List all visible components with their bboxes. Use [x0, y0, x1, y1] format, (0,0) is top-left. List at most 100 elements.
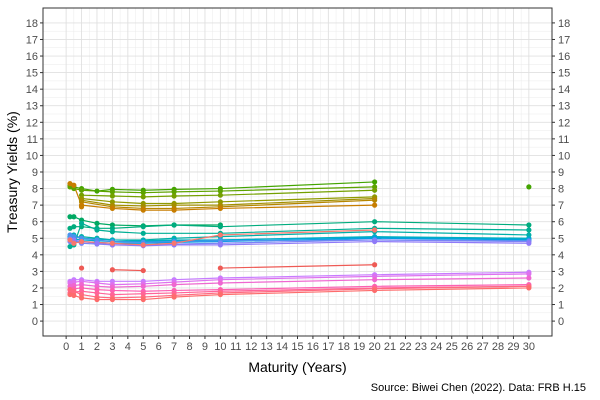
y-axis-title: Treasury Yields (%) [4, 111, 20, 233]
y-tick-label-right: 0 [558, 316, 564, 328]
data-point [71, 288, 77, 294]
x-tick-label: 14 [276, 341, 288, 353]
data-point [217, 224, 223, 230]
y-tick-label-left: 4 [32, 250, 38, 262]
y-tick-label-right: 11 [558, 134, 569, 146]
y-tick-label-right: 15 [558, 68, 570, 80]
y-tick-label-right: 2 [558, 283, 564, 295]
y-tick-label-right: 1 [558, 300, 564, 312]
y-tick-label-left: 11 [27, 134, 38, 146]
y-tick-label-right: 10 [558, 150, 570, 162]
data-point [94, 290, 100, 296]
series-line-21 [69, 271, 529, 282]
data-point [78, 295, 85, 301]
data-point [140, 242, 146, 248]
data-point [109, 205, 116, 212]
y-tick-label-right: 4 [558, 250, 564, 262]
y-tick-label-right: 13 [558, 101, 570, 113]
y-tick-label-left: 8 [32, 184, 38, 196]
series-line-15 [69, 234, 529, 243]
x-tick-label: 4 [125, 341, 131, 353]
data-point [526, 227, 532, 233]
y-tick-label-left: 0 [32, 316, 38, 328]
y-tick-label-left: 3 [32, 266, 38, 278]
x-axis-title: Maturity (Years) [248, 359, 346, 375]
data-point [217, 192, 223, 198]
data-point [140, 267, 146, 274]
x-tick-label: 30 [523, 341, 535, 353]
data-point [217, 232, 223, 238]
data-point [71, 240, 77, 246]
data-point [109, 287, 116, 294]
data-point [526, 240, 532, 246]
data-point [94, 296, 100, 303]
x-tick-label: 12 [245, 341, 257, 353]
data-point [171, 222, 177, 228]
series-line-5 [81, 197, 375, 207]
data-point [140, 194, 146, 200]
y-tick-label-right: 9 [558, 167, 564, 179]
data-point [109, 296, 116, 303]
data-point [217, 291, 223, 298]
series-line-4 [81, 196, 375, 205]
data-point [71, 224, 77, 230]
series-points [67, 179, 532, 303]
x-tick-label: 19 [353, 341, 365, 353]
x-tick-label: 28 [492, 341, 504, 353]
series-line-17 [69, 238, 529, 247]
data-point [526, 184, 532, 190]
y-tick-label-left: 6 [32, 217, 38, 229]
data-point [140, 230, 146, 236]
data-point [526, 222, 532, 228]
data-point [217, 242, 223, 248]
data-point [372, 197, 378, 203]
x-tick-label: 11 [230, 341, 241, 353]
y-tick-label-left: 13 [26, 101, 38, 113]
series-line-3 [81, 189, 375, 198]
data-point [171, 282, 177, 288]
y-tick-label-left: 5 [32, 233, 38, 245]
x-tick-label: 6 [156, 341, 162, 353]
y-tick-label-right: 5 [558, 233, 564, 245]
data-point [94, 240, 100, 246]
series-line-24 [69, 284, 529, 292]
x-tick-label: 5 [140, 341, 146, 353]
tick-labels: 0 1 2 3 4 5 6 7 8 9 10 11 12 13 14 15 16 17 18 19 20 21 22 23 24… [26, 18, 571, 353]
data-point [526, 271, 532, 277]
data-point [94, 188, 100, 194]
data-point [94, 220, 100, 226]
x-tick-label: 9 [202, 341, 208, 353]
data-point [140, 207, 146, 213]
series-line-27 [69, 287, 529, 301]
y-tick-label-right: 7 [558, 200, 564, 212]
y-tick-label-left: 15 [26, 68, 38, 80]
y-tick-label-left: 14 [26, 84, 38, 96]
series-line-6 [81, 199, 375, 210]
data-point [372, 202, 378, 208]
x-tick-label: 26 [461, 341, 473, 353]
data-point [217, 280, 223, 286]
data-point [78, 204, 85, 210]
y-tick-label-right: 16 [558, 51, 570, 63]
data-point [94, 227, 100, 233]
data-point [372, 179, 378, 185]
data-point [372, 277, 378, 283]
data-point [171, 193, 177, 199]
y-tick-label-left: 9 [32, 167, 38, 179]
x-tick-label: 25 [446, 341, 458, 353]
data-point [67, 214, 73, 220]
x-tick-label: 21 [384, 341, 396, 353]
data-point [109, 267, 116, 273]
x-tick-label: 18 [338, 341, 350, 353]
series-line-22 [69, 273, 529, 286]
data-point [372, 227, 378, 233]
x-tick-label: 1 [78, 341, 84, 353]
y-tick-label-left: 1 [32, 300, 38, 312]
data-point [67, 237, 73, 243]
data-point [140, 283, 146, 289]
y-tick-label-left: 2 [32, 283, 38, 295]
data-point [372, 287, 378, 294]
data-point [71, 214, 77, 220]
